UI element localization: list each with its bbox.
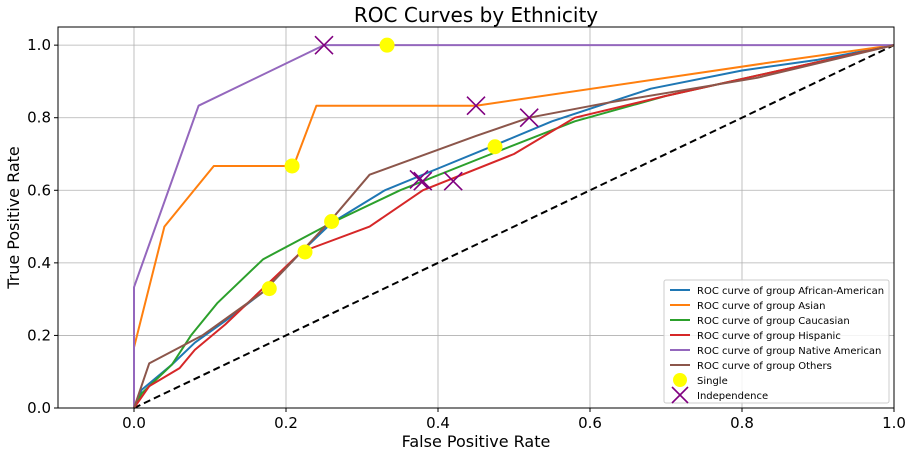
marker-stroke <box>314 35 334 55</box>
marker-independence <box>409 169 429 189</box>
legend-label: Independence <box>697 391 768 402</box>
x-tick-label: 0.6 <box>578 414 602 432</box>
chart-title: ROC Curves by Ethnicity <box>354 3 598 27</box>
legend-label: ROC curve of group Asian <box>697 301 826 312</box>
x-tick-label: 0.2 <box>274 414 298 432</box>
legend: ROC curve of group African-American ROC c… <box>663 279 890 404</box>
series-line-0 <box>133 44 895 409</box>
diagonal-reference <box>133 44 895 409</box>
y-axis-title: True Positive Rate <box>4 146 23 290</box>
marker-stroke <box>466 96 486 116</box>
marker-points <box>261 35 539 297</box>
legend-label: ROC curve of group Others <box>697 361 832 372</box>
y-tick-label: 0.2 <box>27 326 51 344</box>
y-tick-label: 0.8 <box>27 109 51 127</box>
marker-stroke <box>443 171 463 191</box>
series-line-5 <box>133 44 895 409</box>
y-tick-label: 1.0 <box>27 36 51 54</box>
marker-independence <box>443 171 463 191</box>
legend-label: ROC curve of group African-American <box>697 286 884 297</box>
marker-single <box>284 158 300 174</box>
marker-stroke <box>413 171 433 191</box>
marker-independence <box>519 108 539 128</box>
legend-label: ROC curve of group Caucasian <box>697 316 850 327</box>
x-tick-label: 0.4 <box>426 414 450 432</box>
marker-independence <box>314 35 334 55</box>
diagonal-line <box>133 44 895 409</box>
marker-stroke <box>519 108 539 128</box>
series-line-3 <box>133 44 895 409</box>
legend-label: Single <box>697 376 728 387</box>
plot-frame <box>57 26 895 409</box>
y-tick-label: 0.4 <box>27 254 51 272</box>
marker-single <box>324 213 340 229</box>
series-line-4 <box>133 44 894 408</box>
y-tick-label: 0.6 <box>27 181 51 199</box>
x-axis-title: False Positive Rate <box>402 432 551 451</box>
marker-independence <box>466 96 486 116</box>
marker-independence <box>413 171 433 191</box>
legend-swatch <box>673 373 687 387</box>
legend-swatch <box>671 386 689 404</box>
series-lines <box>133 44 895 409</box>
marker-single <box>261 281 277 297</box>
marker-single <box>297 244 313 260</box>
marker-stroke <box>409 169 429 189</box>
x-tick-label: 0.8 <box>730 414 754 432</box>
legend-label: ROC curve of group Native American <box>697 346 881 357</box>
legend-box <box>663 279 890 404</box>
legend-label: ROC curve of group Hispanic <box>697 331 841 342</box>
y-tick-label: 0.0 <box>27 399 51 417</box>
x-tick-label: 1.0 <box>882 414 906 432</box>
axis-ticks: 0.0 0.2 0.4 0.6 0.8 1.0 0.0 0.2 0.4 0.6 0.8 1.0 <box>27 36 906 432</box>
x-tick-label: 0.0 <box>122 414 146 432</box>
marker-single <box>487 139 503 155</box>
marker-single <box>379 37 395 53</box>
